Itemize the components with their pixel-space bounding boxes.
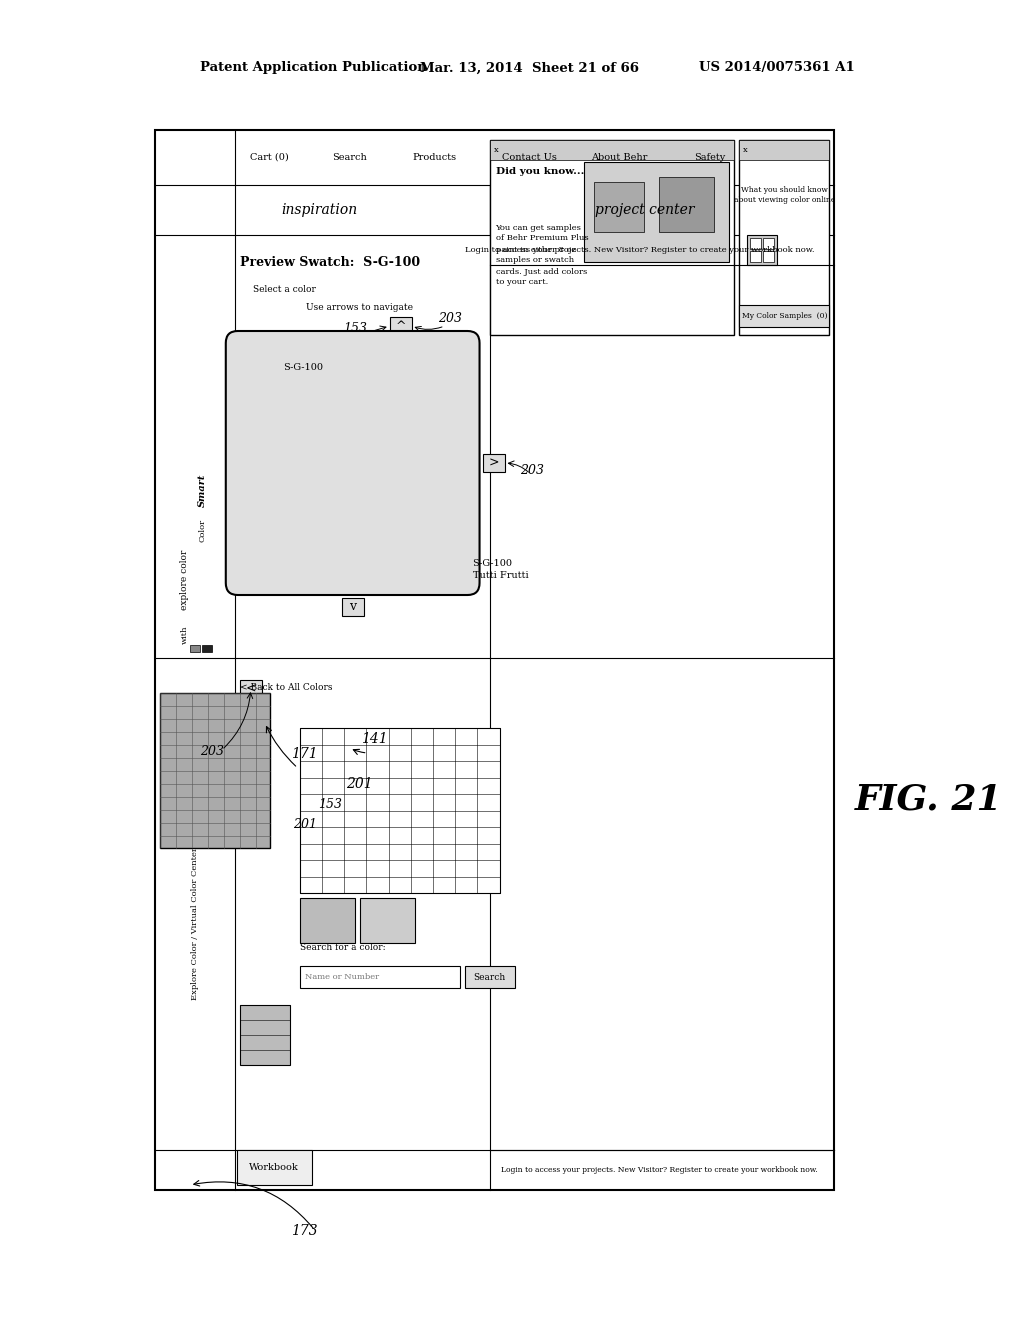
Text: Mar. 13, 2014  Sheet 21 of 66: Mar. 13, 2014 Sheet 21 of 66 <box>420 62 639 74</box>
Text: explore color: explore color <box>180 550 189 610</box>
Bar <box>237 1150 311 1185</box>
Text: inspiration: inspiration <box>282 203 357 216</box>
Bar <box>739 140 829 160</box>
Text: x: x <box>494 147 499 154</box>
Bar <box>751 251 761 261</box>
Text: Select a color: Select a color <box>253 285 316 294</box>
Text: My Color Samples  (0): My Color Samples (0) <box>741 312 827 319</box>
Text: ^: ^ <box>395 319 406 333</box>
Bar <box>465 966 514 987</box>
Text: v: v <box>349 601 356 614</box>
Text: < Back to All Colors: < Back to All Colors <box>240 684 332 693</box>
Text: x: x <box>743 147 749 154</box>
Text: Color: Color <box>199 519 207 541</box>
Text: 203: 203 <box>437 312 462 325</box>
Bar <box>390 317 412 335</box>
Text: Safety: Safety <box>693 153 725 161</box>
Bar <box>155 129 835 1191</box>
Text: <: < <box>246 682 256 696</box>
Text: Preview Swatch:  S-G-100: Preview Swatch: S-G-100 <box>240 256 420 269</box>
Text: 153: 153 <box>343 322 367 335</box>
Text: S-G-100: S-G-100 <box>472 558 513 568</box>
Bar <box>659 177 715 232</box>
Text: Login to access your projects. New Visitor? Register to create your workbook now: Login to access your projects. New Visit… <box>501 1166 818 1173</box>
Text: Explore Color / Virtual Color Center: Explore Color / Virtual Color Center <box>190 847 199 1001</box>
Bar <box>763 238 774 249</box>
Bar <box>751 238 761 249</box>
Text: Smart: Smart <box>199 474 207 507</box>
Text: project center: project center <box>595 203 694 216</box>
Bar <box>300 729 500 894</box>
Text: 173: 173 <box>292 1224 318 1238</box>
Bar <box>359 898 415 942</box>
Text: What you should know
about viewing color online: What you should know about viewing color… <box>733 186 835 205</box>
Text: Tutti Frutti: Tutti Frutti <box>472 572 528 581</box>
Bar <box>489 140 734 160</box>
Bar <box>342 598 364 616</box>
Text: Cart (0): Cart (0) <box>251 153 289 161</box>
Text: >: > <box>488 457 499 470</box>
Bar <box>240 680 262 698</box>
Text: Search: Search <box>333 153 367 161</box>
Text: US 2014/0075361 A1: US 2014/0075361 A1 <box>699 62 855 74</box>
Bar <box>202 645 212 652</box>
Bar <box>595 182 644 232</box>
Text: You can get samples
of Behr Premium Plus
paint in either 8 oz
samples or swatch
: You can get samples of Behr Premium Plus… <box>496 223 588 286</box>
Bar <box>482 454 505 473</box>
Bar <box>739 140 829 335</box>
Text: Contact Us: Contact Us <box>502 153 557 161</box>
Text: Name or Number: Name or Number <box>305 973 379 981</box>
Bar <box>739 305 829 327</box>
Text: Use arrows to navigate: Use arrows to navigate <box>306 302 413 312</box>
Text: 201: 201 <box>293 818 316 832</box>
Text: 201: 201 <box>346 777 373 791</box>
Text: 141: 141 <box>361 733 388 746</box>
Text: 153: 153 <box>317 799 342 810</box>
Bar <box>300 898 354 942</box>
Text: with: with <box>181 626 188 644</box>
Bar <box>748 235 777 265</box>
FancyBboxPatch shape <box>225 331 479 595</box>
Text: Workbook: Workbook <box>249 1163 299 1172</box>
Bar <box>189 645 200 652</box>
Text: Login to access your projects. New Visitor? Register to create your workbook now: Login to access your projects. New Visit… <box>465 246 814 253</box>
Text: 203: 203 <box>200 744 224 758</box>
Text: 203: 203 <box>520 465 545 477</box>
Bar <box>489 140 734 335</box>
Text: FIG. 21: FIG. 21 <box>855 783 1002 817</box>
Bar <box>240 1005 290 1065</box>
Text: S-G-100: S-G-100 <box>283 363 323 372</box>
Text: About Behr: About Behr <box>591 153 647 161</box>
Bar <box>160 693 269 847</box>
Bar <box>300 966 460 987</box>
Text: Products: Products <box>413 153 457 161</box>
Bar <box>763 251 774 261</box>
Text: Did you know...: Did you know... <box>496 168 584 177</box>
Text: 171: 171 <box>292 747 318 762</box>
Text: Patent Application Publication: Patent Application Publication <box>200 62 427 74</box>
Text: Search: Search <box>473 973 506 982</box>
Bar <box>585 162 729 261</box>
Text: Search for a color:: Search for a color: <box>300 944 385 953</box>
